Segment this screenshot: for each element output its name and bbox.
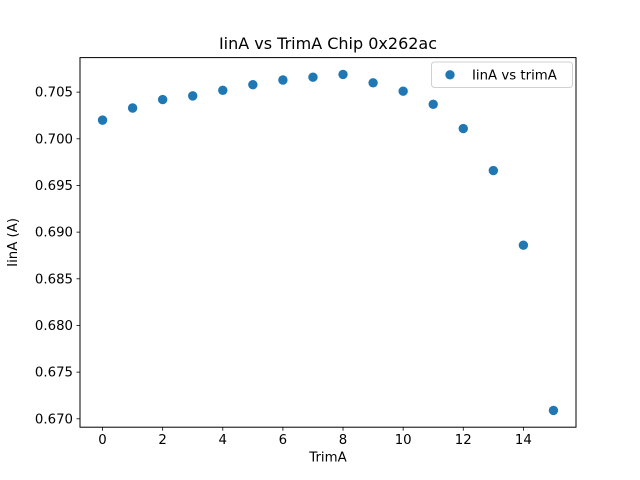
legend-label: IinA vs trimA bbox=[472, 68, 557, 83]
data-point bbox=[278, 75, 288, 85]
chart-title: IinA vs TrimA Chip 0x262ac bbox=[219, 34, 437, 53]
x-tick-label: 4 bbox=[219, 433, 227, 448]
y-tick-label: 0.700 bbox=[35, 132, 73, 147]
data-point bbox=[458, 123, 468, 134]
y-axis-label: IinA (A) bbox=[6, 218, 21, 267]
data-point bbox=[127, 103, 138, 113]
plot-generated-layer: 0 2 4 6 8 10 12 14 0.670 0.675 0.680 0.685 0.690 0.69… bbox=[35, 69, 559, 448]
y-tick-label: 0.675 bbox=[35, 366, 73, 381]
x-tick-label: 10 bbox=[395, 433, 412, 448]
y-tick-label: 0.680 bbox=[35, 319, 73, 334]
x-tick-label: 2 bbox=[158, 433, 166, 448]
data-point bbox=[97, 115, 108, 125]
data-point bbox=[218, 85, 228, 95]
x-tick-label: 14 bbox=[515, 433, 532, 448]
legend-marker-icon bbox=[445, 70, 455, 80]
legend-frame bbox=[431, 61, 573, 88]
y-tick-label: 0.705 bbox=[35, 86, 73, 101]
data-point bbox=[428, 99, 438, 109]
x-tick-label: 8 bbox=[339, 433, 347, 448]
data-point bbox=[157, 94, 168, 105]
data-point bbox=[308, 72, 318, 82]
data-point bbox=[188, 91, 198, 101]
data-point bbox=[548, 405, 559, 416]
data-point bbox=[488, 165, 499, 176]
data-point bbox=[368, 78, 378, 88]
legend: IinA vs trimA bbox=[431, 61, 573, 88]
x-tick-label: 6 bbox=[279, 433, 287, 448]
x-tick-label: 12 bbox=[455, 433, 472, 448]
y-tick-label: 0.695 bbox=[35, 179, 73, 194]
y-tick-label: 0.685 bbox=[35, 272, 73, 287]
x-axis-label: TrimA bbox=[308, 451, 346, 466]
data-point bbox=[398, 86, 408, 96]
plot-area bbox=[79, 57, 577, 428]
x-tick-label: 0 bbox=[98, 433, 106, 448]
y-tick-label: 0.670 bbox=[35, 412, 73, 427]
y-tick-label: 0.690 bbox=[35, 226, 73, 241]
data-point bbox=[338, 69, 348, 80]
data-point bbox=[518, 240, 529, 250]
data-point bbox=[248, 79, 258, 90]
